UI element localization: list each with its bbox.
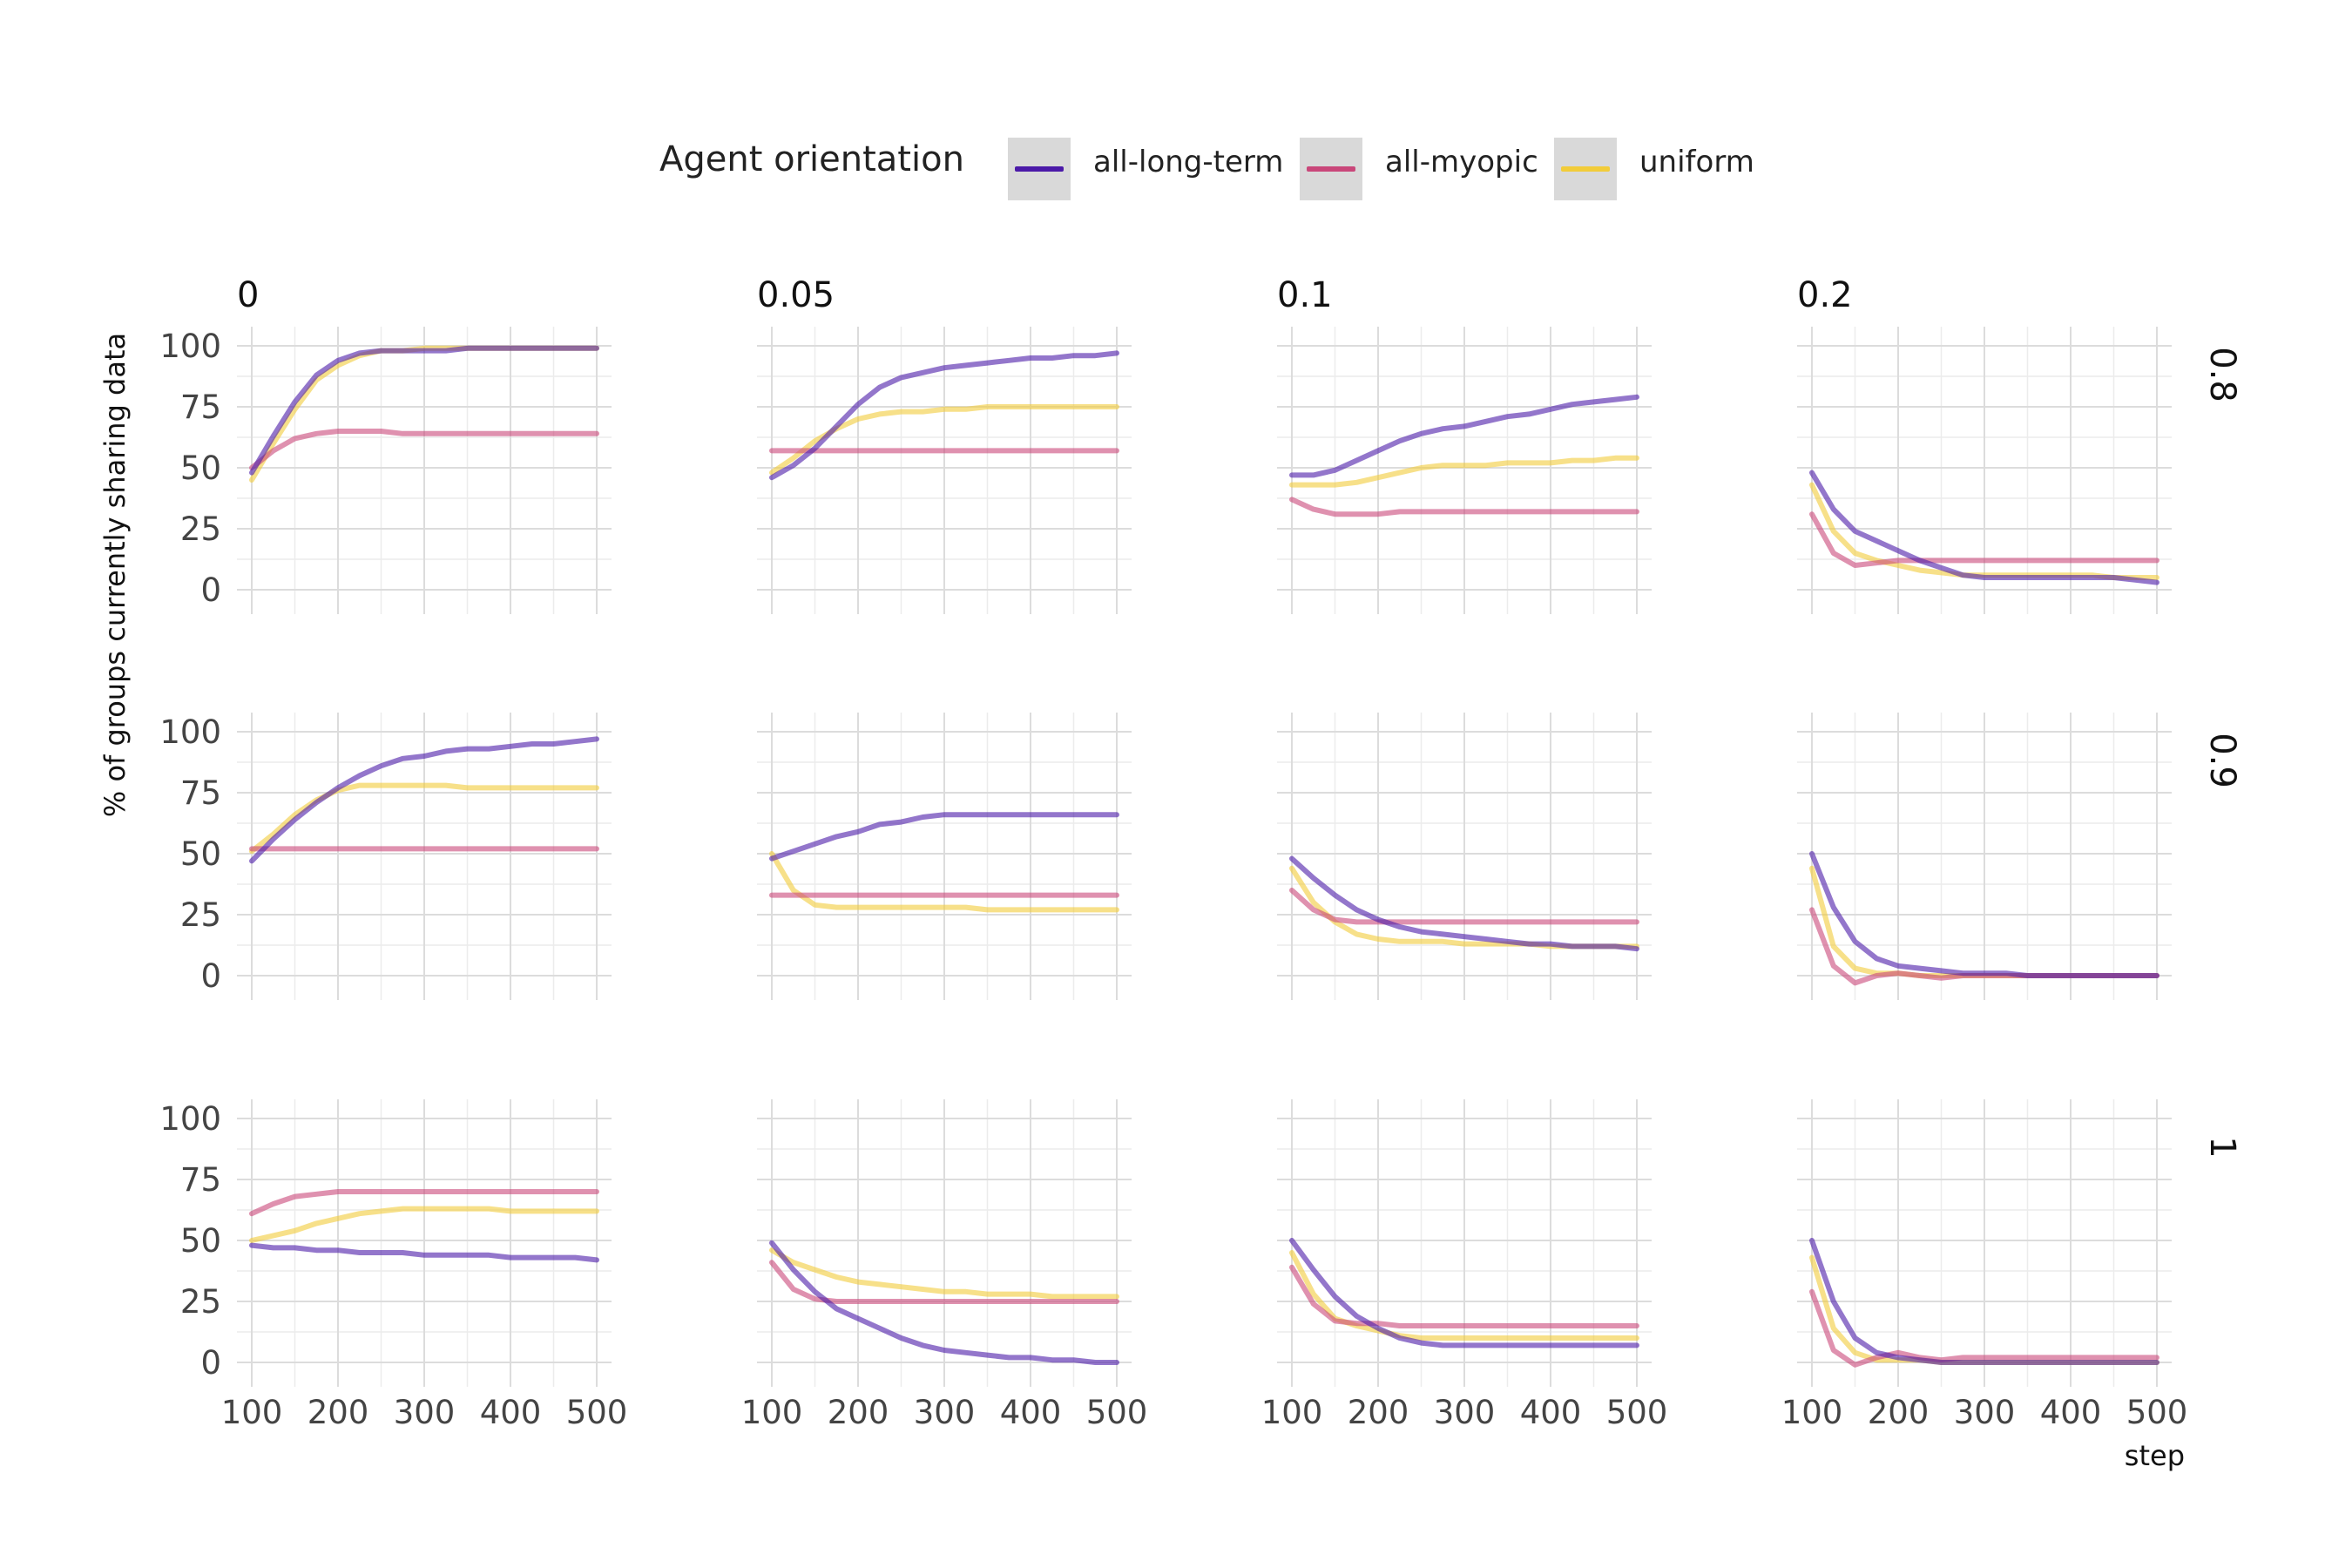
x-axis-title: step (2125, 1439, 2185, 1472)
series-line-all-myopic (1809, 1288, 2159, 1368)
series-line-all-long-term (249, 345, 599, 476)
x-tick-label: 400 (480, 1394, 542, 1431)
series-line-all-long-term (1289, 394, 1639, 478)
y-tick-label: 100 (159, 328, 221, 365)
y-tick-label: 25 (180, 896, 221, 934)
x-tick-label: 500 (2126, 1394, 2188, 1431)
series-line-all-long-term (1289, 855, 1639, 952)
legend-key-all-myopic (1300, 138, 1362, 200)
panel: 0 25 50 75 100 (159, 327, 612, 614)
facet-label-col: 0.2 (1797, 275, 1853, 315)
x-tick-label: 100 (1261, 1394, 1323, 1431)
legend-key-uniform (1554, 138, 1617, 200)
legend-label-all-myopic: all-myopic (1385, 145, 1538, 179)
x-tick-label: 200 (1868, 1394, 1930, 1431)
legend: Agent orientation all-long-term all-myop… (0, 138, 2352, 200)
y-tick-label: 25 (180, 1283, 221, 1321)
panel (1277, 327, 1652, 614)
series-line-all-myopic (249, 429, 599, 470)
series-line-all-long-term (769, 350, 1119, 481)
x-tick-label: 100 (1781, 1394, 1843, 1431)
x-tick-label: 300 (394, 1394, 456, 1431)
x-tick-label: 400 (1000, 1394, 1062, 1431)
series-line-all-myopic (1289, 1264, 1639, 1328)
panel (1797, 713, 2172, 1000)
y-tick-label: 75 (180, 774, 221, 812)
y-axis-title: % of groups currently sharing data (98, 333, 132, 817)
series-line-all-long-term (1809, 851, 2159, 978)
series-line-all-long-term (249, 1242, 599, 1263)
panel (1277, 713, 1652, 1000)
series-line-all-long-term (249, 736, 599, 864)
x-tick-label: 200 (308, 1394, 369, 1431)
panel (757, 713, 1132, 1000)
panel: 100 200 300 400 500 (741, 1099, 1148, 1431)
series-line-uniform (769, 1247, 1119, 1300)
x-tick-label: 300 (1434, 1394, 1496, 1431)
y-tick-label: 75 (180, 389, 221, 426)
y-tick-label: 25 (180, 510, 221, 548)
y-tick-label: 50 (180, 449, 221, 487)
panel: 100 200 300 400 500 (1781, 1099, 2188, 1431)
legend-label-all-long-term: all-long-term (1093, 145, 1284, 179)
series-line-all-myopic (1809, 511, 2159, 568)
x-tick-label: 500 (566, 1394, 628, 1431)
facet-label-col: 0.05 (757, 275, 835, 315)
y-tick-label: 50 (180, 1222, 221, 1260)
series-line-all-long-term (769, 812, 1119, 862)
panel: 0 25 50 75 100 (159, 713, 612, 1000)
facet-label-row: 0.9 (2202, 733, 2242, 788)
series-line-all-myopic (1289, 888, 1639, 925)
legend-key-all-long-term (1008, 138, 1071, 200)
y-tick-label: 75 (180, 1161, 221, 1199)
y-tick-label: 100 (159, 713, 221, 751)
x-tick-label: 400 (1520, 1394, 1582, 1431)
series-line-uniform (769, 851, 1119, 913)
facet-label-col: 0.1 (1277, 275, 1333, 315)
series-line-all-long-term (1809, 470, 2159, 585)
legend-title: Agent orientation (659, 139, 964, 179)
x-tick-label: 500 (1606, 1394, 1668, 1431)
x-tick-label: 100 (741, 1394, 803, 1431)
facet-label-row: 0.8 (2202, 347, 2242, 402)
y-tick-label: 0 (200, 957, 221, 995)
x-tick-label: 300 (1954, 1394, 2016, 1431)
x-tick-label: 500 (1086, 1394, 1148, 1431)
x-tick-label: 100 (221, 1394, 283, 1431)
panel: 0 25 50 75 100 100 200 300 400 500 (159, 1099, 627, 1431)
series-line-all-myopic (249, 1189, 599, 1217)
series-line-uniform (1289, 455, 1639, 488)
series-line-all-myopic (1289, 497, 1639, 517)
y-tick-label: 100 (159, 1100, 221, 1138)
series-line-uniform (249, 1206, 599, 1243)
x-tick-label: 200 (828, 1394, 889, 1431)
legend-swatch-uniform (1561, 166, 1610, 172)
panel (1797, 327, 2172, 614)
y-tick-label: 0 (200, 571, 221, 609)
series-line-all-long-term (769, 1240, 1119, 1365)
series-line-all-long-term (1809, 1238, 2159, 1365)
x-tick-label: 400 (2040, 1394, 2102, 1431)
y-tick-label: 50 (180, 835, 221, 873)
legend-swatch-all-long-term (1015, 166, 1064, 172)
legend-label-uniform: uniform (1639, 145, 1754, 179)
facet-label-row: 1 (2202, 1136, 2242, 1158)
facet-label-col: 0 (237, 275, 259, 315)
panel: 100 200 300 400 500 (1261, 1099, 1668, 1431)
x-tick-label: 200 (1348, 1394, 1409, 1431)
y-tick-label: 0 (200, 1344, 221, 1382)
series-line-all-long-term (1289, 1238, 1639, 1348)
x-tick-label: 300 (914, 1394, 976, 1431)
panel (757, 327, 1132, 614)
legend-swatch-all-myopic (1307, 166, 1355, 172)
